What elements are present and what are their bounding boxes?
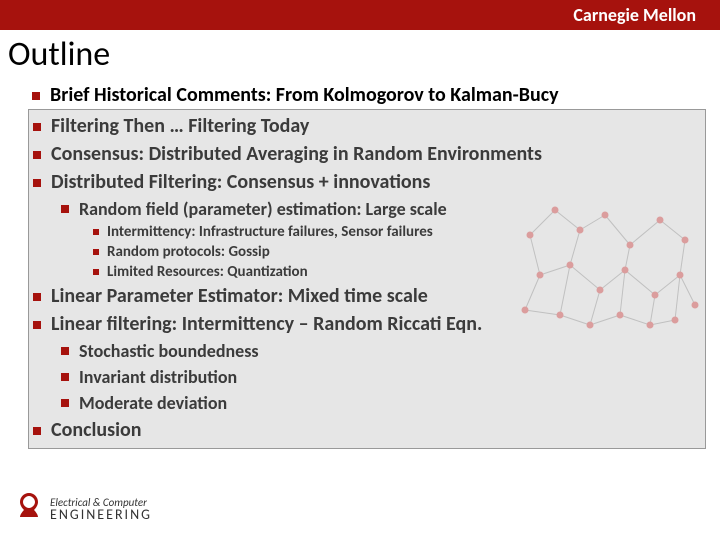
bullet-icon [33, 151, 41, 159]
bullet-text: Linear filtering: Intermittency – Random… [51, 312, 482, 336]
bullet-icon [32, 92, 40, 100]
bullet-text: Stochastic boundedness [79, 340, 259, 362]
bullet-filtering-then: Filtering Then … Filtering Today [33, 112, 701, 140]
bullet-icon [61, 373, 69, 381]
bullet-icon [33, 427, 41, 435]
bullet-icon [33, 293, 41, 301]
logo-icon [14, 490, 44, 528]
bullet-icon [61, 347, 69, 355]
bullet-consensus: Consensus: Distributed Averaging in Rand… [33, 140, 701, 168]
bullet-historical: Brief Historical Comments: From Kolmogor… [32, 81, 702, 109]
bullet-text: Random field (parameter) estimation: Lar… [79, 198, 447, 220]
bullet-icon [33, 321, 41, 329]
bullet-text: Linear Parameter Estimator: Mixed time s… [51, 284, 428, 308]
network-diagram [510, 195, 710, 335]
bullet-stochastic: Stochastic boundedness [33, 338, 701, 364]
bullet-text: Invariant distribution [79, 366, 237, 388]
bullet-text: Moderate deviation [79, 392, 227, 414]
header-bar: Carnegie Mellon [0, 0, 720, 30]
bullet-text: Consensus: Distributed Averaging in Rand… [51, 142, 542, 166]
footer-logo: Electrical & Computer ENGINEERING [14, 490, 152, 528]
bullet-moderate: Moderate deviation [33, 390, 701, 416]
bullet-icon [93, 269, 99, 275]
bullet-text: Brief Historical Comments: From Kolmogor… [50, 83, 559, 107]
bullet-icon [93, 249, 99, 255]
bullet-icon [61, 399, 69, 407]
bullet-text: Distributed Filtering: Consensus + innov… [51, 170, 430, 194]
bullet-icon [93, 229, 99, 235]
bullet-text: Random protocols: Gossip [107, 243, 270, 261]
bullet-icon [61, 205, 69, 213]
bullet-invariant: Invariant distribution [33, 364, 701, 390]
header-brand: Carnegie Mellon [573, 4, 696, 26]
bullet-distributed-filtering: Distributed Filtering: Consensus + innov… [33, 168, 701, 196]
bullet-icon [33, 179, 41, 187]
bullet-text: Intermittency: Infrastructure failures, … [107, 223, 433, 241]
bullet-conclusion: Conclusion [33, 416, 701, 444]
bullet-text: Limited Resources: Quantization [107, 263, 308, 281]
logo-text: Electrical & Computer ENGINEERING [50, 497, 152, 522]
bullet-text: Filtering Then … Filtering Today [51, 114, 309, 138]
page-title: Outline [0, 30, 720, 81]
bullet-icon [33, 123, 41, 131]
bullet-text: Conclusion [51, 418, 141, 442]
logo-line2: ENGINEERING [50, 508, 152, 522]
